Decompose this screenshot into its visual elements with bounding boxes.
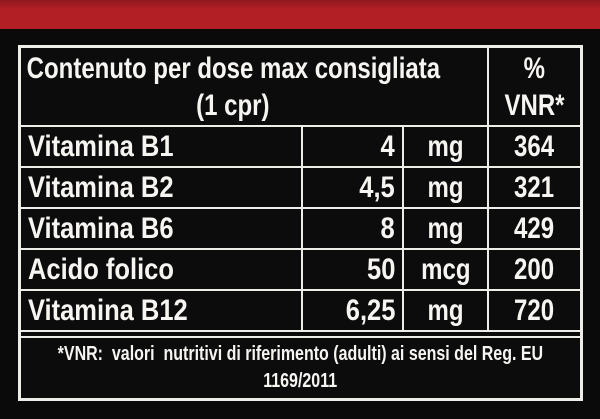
table-row-name: Vitamina B12 xyxy=(21,291,301,330)
table-row-amount: 6,25 xyxy=(303,291,402,330)
table-row-unit: mcg xyxy=(404,250,487,289)
vnr-footnote: *VNR: valori nutritivi di riferimento (a… xyxy=(21,338,580,398)
table-row-vnr: 429 xyxy=(489,209,580,248)
footnote-line1: *VNR: valori nutritivi di riferimento (a… xyxy=(57,343,544,365)
nutrient-amount: 50 xyxy=(366,253,395,286)
footnote-line2: 1169/2011 xyxy=(263,370,338,392)
header-title-line2: (1 cpr) xyxy=(196,88,270,122)
table-header-title: Contenuto per dose max consigliata (1 cp… xyxy=(21,48,487,125)
footnote-separator xyxy=(21,332,580,336)
nutrient-unit: mg xyxy=(427,130,464,163)
table-row-unit: mg xyxy=(404,127,487,166)
red-accent-bar xyxy=(0,0,600,29)
nutrient-vnr-percent: 321 xyxy=(514,171,555,204)
nutrient-amount: 6,25 xyxy=(345,294,395,327)
nutrition-table: Contenuto per dose max consigliata (1 cp… xyxy=(18,45,583,401)
table-row-unit: mg xyxy=(404,209,487,248)
table-row-name: Vitamina B6 xyxy=(21,209,301,248)
table-row-vnr: 200 xyxy=(489,250,580,289)
table-row-name: Acido folico xyxy=(21,250,301,289)
header-vnr-line2: VNR* xyxy=(504,88,565,122)
table-row-vnr: 364 xyxy=(489,127,580,166)
table-row-unit: mg xyxy=(404,291,487,330)
nutrient-vnr-percent: 200 xyxy=(514,253,555,286)
nutrient-unit: mg xyxy=(427,294,464,327)
table-row-vnr: 720 xyxy=(489,291,580,330)
table-row-vnr: 321 xyxy=(489,168,580,207)
nutrient-amount: 8 xyxy=(380,212,395,245)
nutrient-unit: mg xyxy=(427,212,464,245)
nutrient-vnr-percent: 720 xyxy=(514,294,555,327)
header-title-line1: Contenuto per dose max consigliata xyxy=(26,51,440,85)
table-row-name: Vitamina B2 xyxy=(21,168,301,207)
table-row-amount: 8 xyxy=(303,209,402,248)
header-vnr-line1: % xyxy=(523,51,546,85)
nutrient-unit: mg xyxy=(427,171,464,204)
table-row-amount: 50 xyxy=(303,250,402,289)
table-row-name: Vitamina B1 xyxy=(21,127,301,166)
nutrient-name: Acido folico xyxy=(28,253,174,286)
nutrient-amount: 4 xyxy=(380,130,395,163)
nutrient-name: Vitamina B2 xyxy=(28,171,174,204)
nutrient-name: Vitamina B6 xyxy=(28,212,174,245)
table-row-amount: 4 xyxy=(303,127,402,166)
nutrient-name: Vitamina B12 xyxy=(28,294,188,327)
nutrient-vnr-percent: 429 xyxy=(514,212,555,245)
nutrient-vnr-percent: 364 xyxy=(514,130,555,163)
table-header-vnr: % VNR* xyxy=(489,48,580,125)
table-row-unit: mg xyxy=(404,168,487,207)
nutrient-name: Vitamina B1 xyxy=(28,130,174,163)
nutrient-amount: 4,5 xyxy=(359,171,395,204)
nutrient-unit: mcg xyxy=(420,253,471,286)
table-row-amount: 4,5 xyxy=(303,168,402,207)
